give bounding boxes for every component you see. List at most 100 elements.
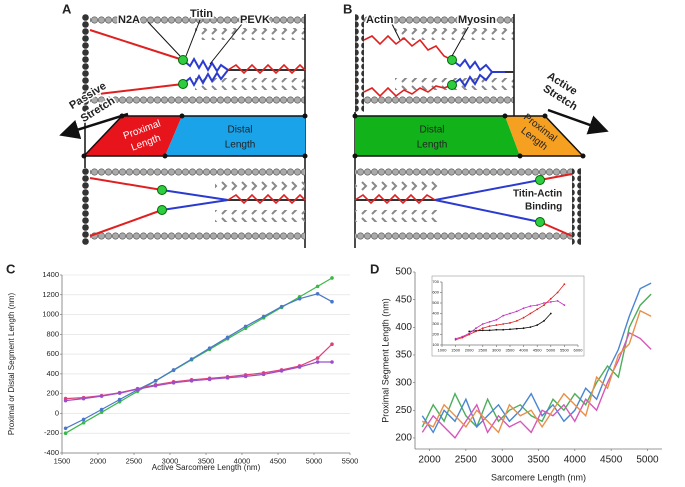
y-tick-label: 0 (55, 408, 59, 417)
data-point (509, 312, 511, 315)
label: Length (417, 140, 448, 151)
x-tick-label: 2000 (90, 457, 107, 466)
data-point (495, 324, 498, 326)
x-tick-label: 2500 (126, 457, 143, 466)
data-point (171, 368, 176, 372)
y-tick-label: 1400 (42, 270, 59, 279)
data-point (454, 338, 457, 341)
x-tick-label: 5000 (636, 455, 659, 466)
data-point (243, 324, 248, 329)
x-tick-label: 3500 (506, 348, 516, 353)
panel-b: B Actin Myosin Distal Length Proximal Le… (343, 1, 609, 248)
data-point (543, 319, 545, 322)
data-point (189, 379, 194, 383)
data-point (330, 342, 334, 347)
x-tick-label: 2500 (455, 455, 478, 466)
data-point (488, 325, 491, 327)
y-tick-label: 300 (395, 377, 412, 388)
data-point (488, 329, 491, 332)
data-point (297, 296, 302, 301)
data-point (481, 323, 484, 325)
data-point (153, 379, 158, 383)
data-point (495, 318, 498, 321)
panel-letter: A (62, 1, 72, 16)
data-point (549, 301, 552, 303)
y-tick-label: 100 (432, 342, 439, 347)
label: Distal (419, 125, 444, 136)
y-tick-label: 450 (395, 294, 412, 305)
y-tick-label: 250 (395, 405, 412, 416)
data-point (261, 314, 266, 319)
label: Actin (366, 14, 394, 26)
series-line (65, 293, 333, 429)
x-tick-label: 2500 (478, 348, 488, 353)
y-tick-label: 700 (432, 279, 439, 284)
x-tick-label: 1500 (451, 348, 461, 353)
x-tick-label: 4500 (270, 457, 287, 466)
label: Myosin (458, 14, 496, 26)
x-tick-label: 4500 (533, 348, 543, 353)
panel-a: A N2A Titin PEVK Passive Stretch Proxima… (59, 1, 308, 248)
data-point (481, 329, 484, 332)
data-point (468, 330, 471, 333)
data-point (556, 300, 559, 302)
label: Binding (525, 202, 562, 213)
x-tick-label: 3500 (198, 457, 215, 466)
x-tick-label: 5500 (342, 457, 359, 466)
data-point (63, 431, 68, 436)
data-point (279, 369, 284, 373)
x-tick-label: 2000 (465, 348, 475, 353)
data-point (522, 316, 525, 319)
x-tick-label: 4000 (564, 455, 587, 466)
data-point (461, 336, 464, 339)
data-point (509, 322, 511, 324)
data-point (117, 391, 122, 395)
y-tick-label: 400 (432, 311, 439, 316)
data-point (315, 284, 320, 289)
data-point (225, 335, 230, 340)
x-tick-label: 3000 (162, 457, 179, 466)
data-point (563, 304, 566, 306)
label: Distal (227, 125, 252, 136)
series-line (65, 343, 333, 400)
data-point (207, 377, 212, 382)
x-tick-label: 2000 (418, 455, 441, 466)
data-point (330, 360, 334, 364)
data-point (543, 304, 545, 306)
data-point (515, 319, 518, 322)
y-axis-label: Proximal or Distal Segment Length (nm) (7, 293, 16, 436)
data-point (99, 407, 104, 412)
data-point (315, 291, 320, 296)
y-tick-label: 400 (395, 322, 412, 333)
x-axis-label: Active Sarcomere Length (nm) (152, 463, 261, 472)
x-axis-label: Sarcomere Length (nm) (491, 472, 586, 482)
x-tick-label: 5500 (560, 348, 570, 353)
y-tick-label: 600 (46, 349, 59, 358)
data-point (279, 304, 284, 309)
data-point (515, 327, 518, 330)
y-tick-label: -200 (44, 428, 59, 437)
data-point (330, 299, 334, 304)
label: Length (225, 140, 256, 151)
y-tick-label: 200 (46, 389, 59, 398)
x-tick-label: 4500 (600, 455, 623, 466)
panel-letter: D (370, 261, 379, 276)
data-point (502, 328, 505, 331)
data-point (153, 383, 158, 388)
label: N2A (118, 14, 140, 26)
x-tick-label: 1000 (438, 348, 448, 353)
y-tick-label: 500 (395, 267, 412, 278)
data-point (315, 356, 320, 360)
data-point (522, 327, 525, 330)
panel-letter: C (6, 261, 16, 276)
y-tick-label: 200 (432, 332, 439, 337)
data-point (63, 398, 68, 403)
data-point (529, 305, 532, 308)
data-point (99, 410, 104, 415)
data-point (81, 420, 86, 425)
y-tick-label: 350 (395, 350, 412, 361)
x-tick-label: 4000 (234, 457, 251, 466)
data-point (509, 328, 511, 331)
x-tick-label: 3500 (527, 455, 550, 466)
label: Titin (190, 8, 213, 20)
